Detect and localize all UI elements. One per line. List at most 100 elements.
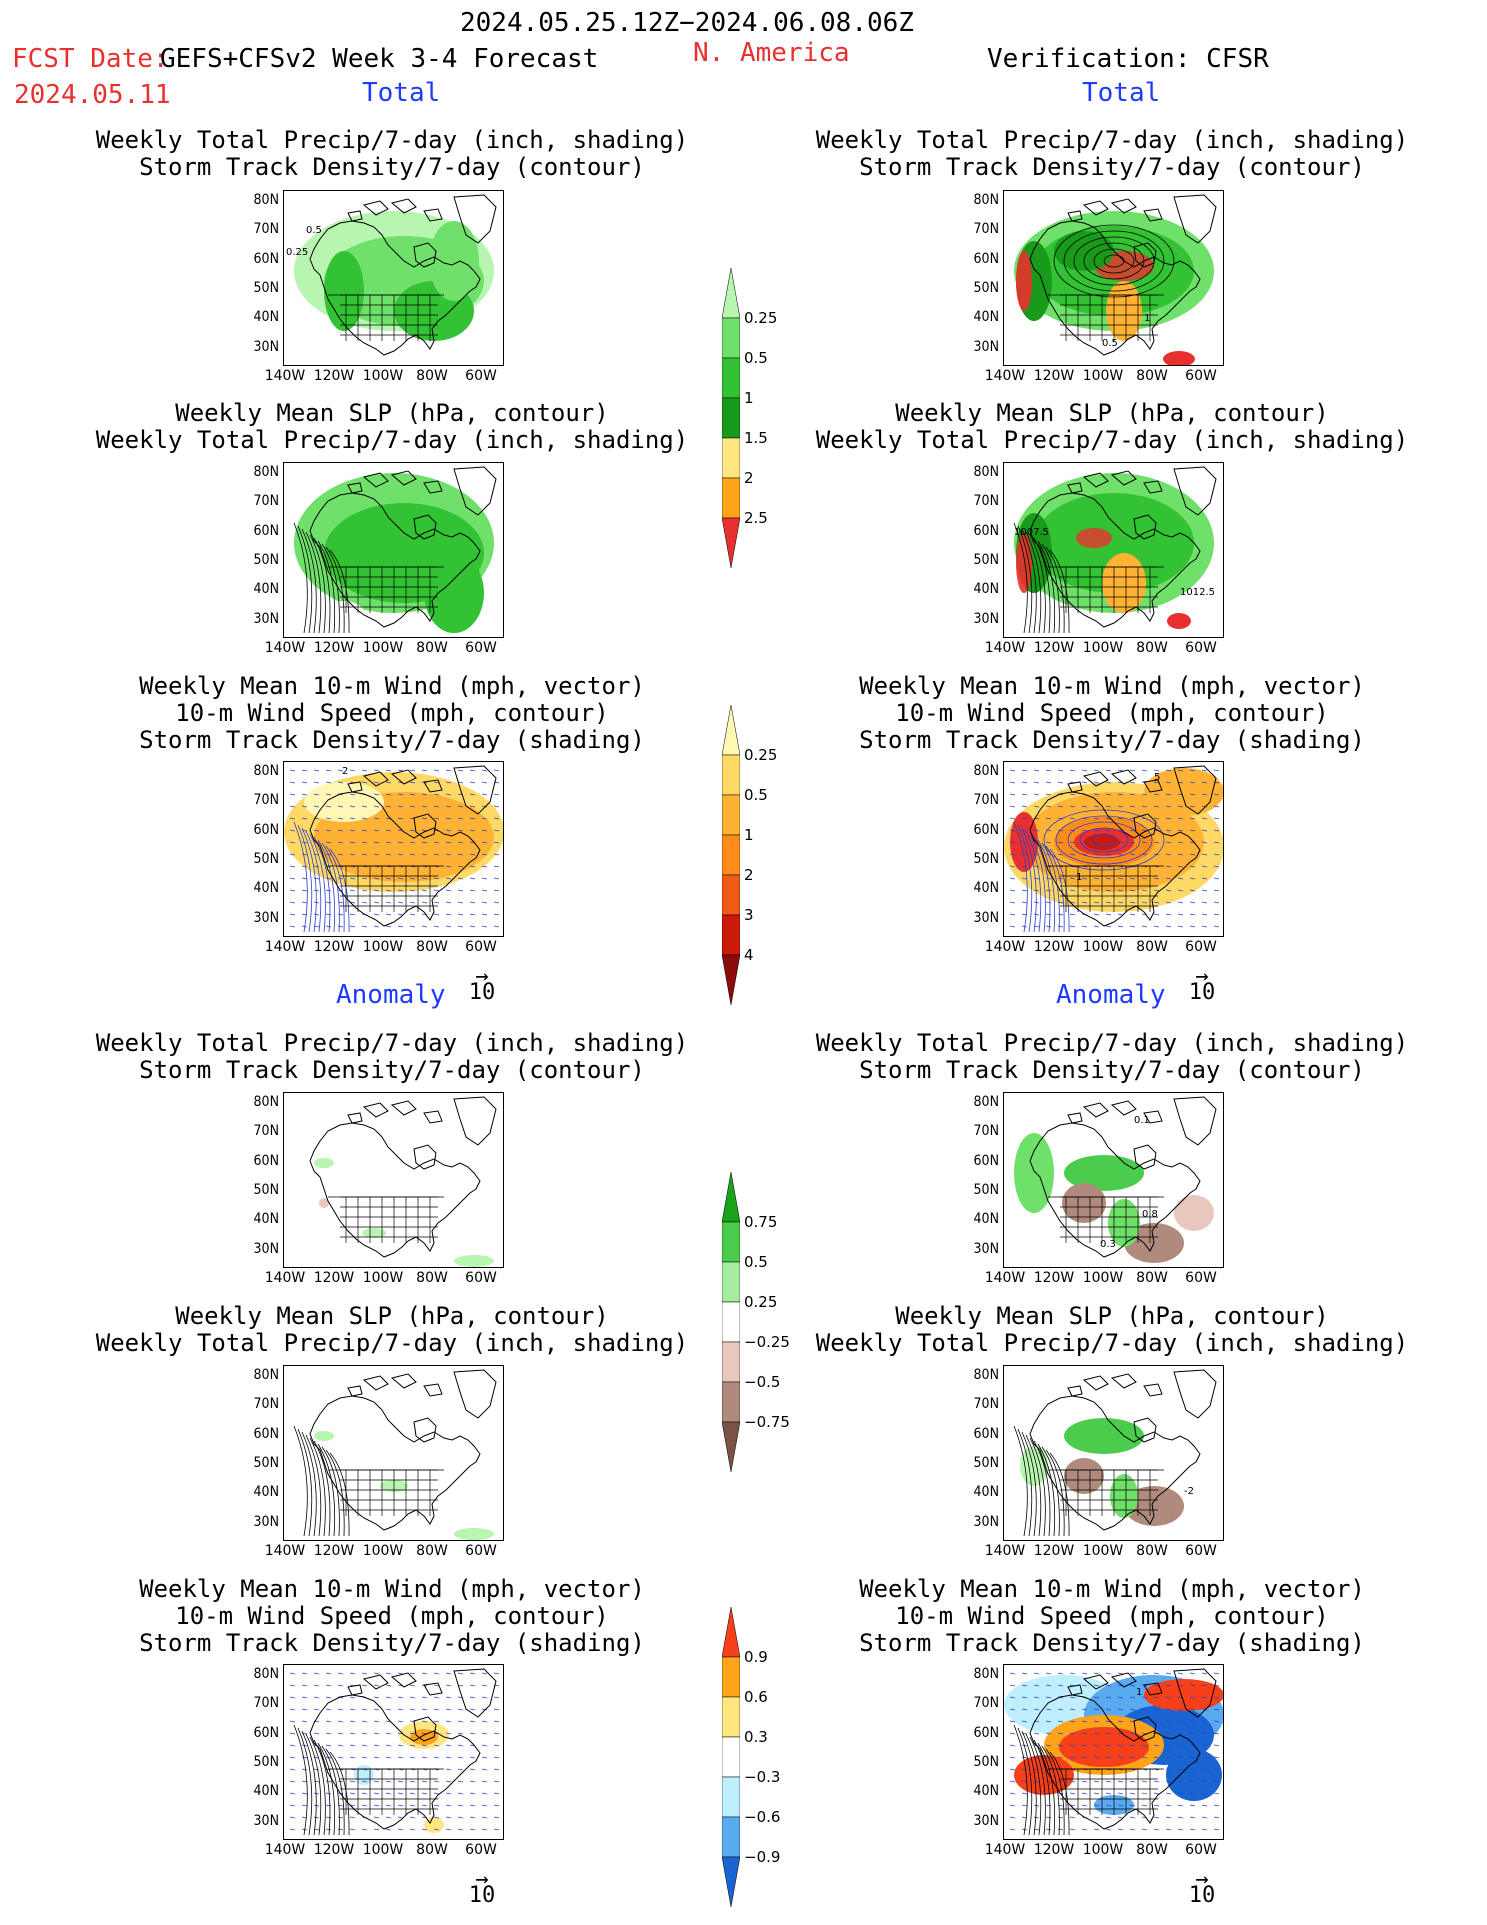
lon-tick-label: 60W [465, 1270, 497, 1286]
colorbar-level-label: 2 [744, 866, 754, 884]
lat-tick-label: 40N [253, 1484, 279, 1501]
colorbar-swatch [721, 1656, 741, 1698]
lat-tick-label: 50N [253, 1181, 279, 1198]
region-title: N. America [693, 38, 850, 68]
title-obs-total-wind-storm: Weekly Mean 10-m Wind (mph, vector) 10-m… [859, 672, 1365, 754]
lat-tick-label: 70N [253, 1123, 279, 1140]
lon-tick-label: 80W [1136, 640, 1168, 656]
lat-tick-label: 60N [253, 1152, 279, 1169]
colorbar-swatch [721, 874, 741, 916]
lat-tick-label: 70N [973, 221, 999, 238]
lat-tick-label: 40N [253, 581, 279, 598]
wind-vector-reference-arrow: → [475, 964, 489, 989]
svg-text:-2: -2 [1184, 1486, 1194, 1497]
colorbar-level-label: 0.5 [744, 1253, 768, 1271]
wind-vector-reference: 10 [1188, 1883, 1216, 1908]
lat-tick-label: 50N [253, 850, 279, 867]
lat-tick-label: 80N [253, 763, 279, 779]
lat-tick-label: 40N [253, 309, 279, 326]
lon-tick-label: 100W [1082, 1842, 1124, 1858]
lon-tick-label: 100W [1082, 1543, 1124, 1559]
lat-tick-label: 50N [253, 1454, 279, 1471]
lon-tick-label: 140W [984, 640, 1026, 656]
lat-tick-label: 60N [973, 1152, 999, 1169]
map-obs-anom-slp-precip: -2 [1003, 1365, 1224, 1541]
lon-tick-label: 120W [313, 1270, 355, 1286]
title-fcst-anom-precip-storm: Weekly Total Precip/7-day (inch, shading… [95, 1029, 689, 1084]
colorbar-level-label: −0.5 [744, 1373, 781, 1391]
colorbar-level-label: −0.9 [744, 1848, 781, 1866]
lat-tick-label: 30N [973, 338, 999, 355]
map-fcst-anom-slp-precip [283, 1365, 504, 1541]
colorbar-level-label: 0.25 [744, 1293, 778, 1311]
lon-tick-label: 60W [1185, 368, 1217, 384]
lat-tick-label: 30N [973, 1240, 999, 1257]
fcst-date-label: FCST Date: [12, 44, 169, 74]
title-fcst-anom-slp-precip: Weekly Mean SLP (hPa, contour) Weekly To… [95, 1302, 689, 1357]
lat-tick-label: 40N [973, 880, 999, 897]
lat-tick-label: 30N [253, 1513, 279, 1530]
colorbar-swatch [721, 267, 741, 319]
colorbar-swatch [721, 357, 741, 399]
lat-tick-label: 50N [973, 551, 999, 568]
map-obs-anom-wind-storm: 1 [1003, 1664, 1224, 1840]
lat-tick-label: 80N [253, 1367, 279, 1383]
wind-vector-reference: 10 [468, 1883, 496, 1908]
svg-text:0.3: 0.3 [1100, 1239, 1116, 1250]
section-total-right: Total [1082, 78, 1161, 108]
map-fcst-total-slp-precip [283, 462, 504, 638]
colorbar-swatch [721, 477, 741, 519]
lon-tick-label: 80W [1136, 1842, 1168, 1858]
colorbar-level-label: 3 [744, 906, 754, 924]
colorbar-swatch [721, 397, 741, 439]
title-fcst-total-slp-precip: Weekly Mean SLP (hPa, contour) Weekly To… [95, 399, 689, 454]
lat-tick-label: 80N [973, 763, 999, 779]
svg-text:5: 5 [1154, 772, 1160, 783]
colorbar-swatch [721, 317, 741, 359]
lat-tick-label: 50N [253, 1753, 279, 1770]
colorbar-level-label: −0.25 [744, 1333, 790, 1351]
model-title: GEFS+CFSv2 Week 3-4 Forecast [160, 44, 599, 74]
lat-tick-label: 70N [973, 1396, 999, 1413]
lat-tick-label: 80N [253, 192, 279, 208]
lon-tick-label: 120W [313, 1842, 355, 1858]
title-obs-total-precip-storm: Weekly Total Precip/7-day (inch, shading… [815, 126, 1409, 181]
lat-tick-label: 40N [973, 1783, 999, 1800]
lon-tick-label: 60W [1185, 1842, 1217, 1858]
verification-title: Verification: CFSR [987, 44, 1269, 74]
lon-tick-label: 120W [1033, 640, 1075, 656]
svg-text:1: 1 [1076, 872, 1082, 883]
svg-text:0.1: 0.1 [1134, 1115, 1150, 1126]
svg-text:1: 1 [1144, 313, 1150, 324]
lat-tick-label: 40N [973, 1484, 999, 1501]
colorbar-level-label: −0.3 [744, 1768, 781, 1786]
svg-text:0.5: 0.5 [306, 225, 322, 236]
lon-tick-label: 80W [416, 1842, 448, 1858]
colorbar-swatch [721, 704, 741, 756]
lon-tick-label: 140W [264, 1270, 306, 1286]
lat-tick-label: 80N [973, 1094, 999, 1110]
lon-tick-label: 100W [362, 640, 404, 656]
lon-tick-label: 80W [416, 1543, 448, 1559]
lon-tick-label: 60W [465, 1842, 497, 1858]
colorbar-swatch [721, 1341, 741, 1383]
colorbar-swatch [721, 1856, 741, 1908]
title-fcst-total-precip-storm: Weekly Total Precip/7-day (inch, shading… [95, 126, 689, 181]
colorbar-swatch [721, 834, 741, 876]
lat-tick-label: 30N [253, 1240, 279, 1257]
lat-tick-label: 80N [253, 464, 279, 480]
lat-tick-label: 30N [253, 909, 279, 926]
colorbar-swatch [721, 1381, 741, 1423]
lat-tick-label: 70N [973, 792, 999, 809]
lat-tick-label: 40N [253, 1211, 279, 1228]
lon-tick-label: 120W [1033, 939, 1075, 955]
lon-tick-label: 60W [1185, 640, 1217, 656]
lat-tick-label: 50N [253, 279, 279, 296]
lat-tick-label: 60N [973, 250, 999, 267]
lon-tick-label: 120W [1033, 1543, 1075, 1559]
colorbar-level-label: 1 [744, 389, 754, 407]
lat-tick-label: 80N [973, 464, 999, 480]
map-obs-total-precip-storm: 1 0.5 [1003, 190, 1224, 366]
lon-tick-label: 100W [362, 1543, 404, 1559]
lon-tick-label: 60W [465, 1543, 497, 1559]
